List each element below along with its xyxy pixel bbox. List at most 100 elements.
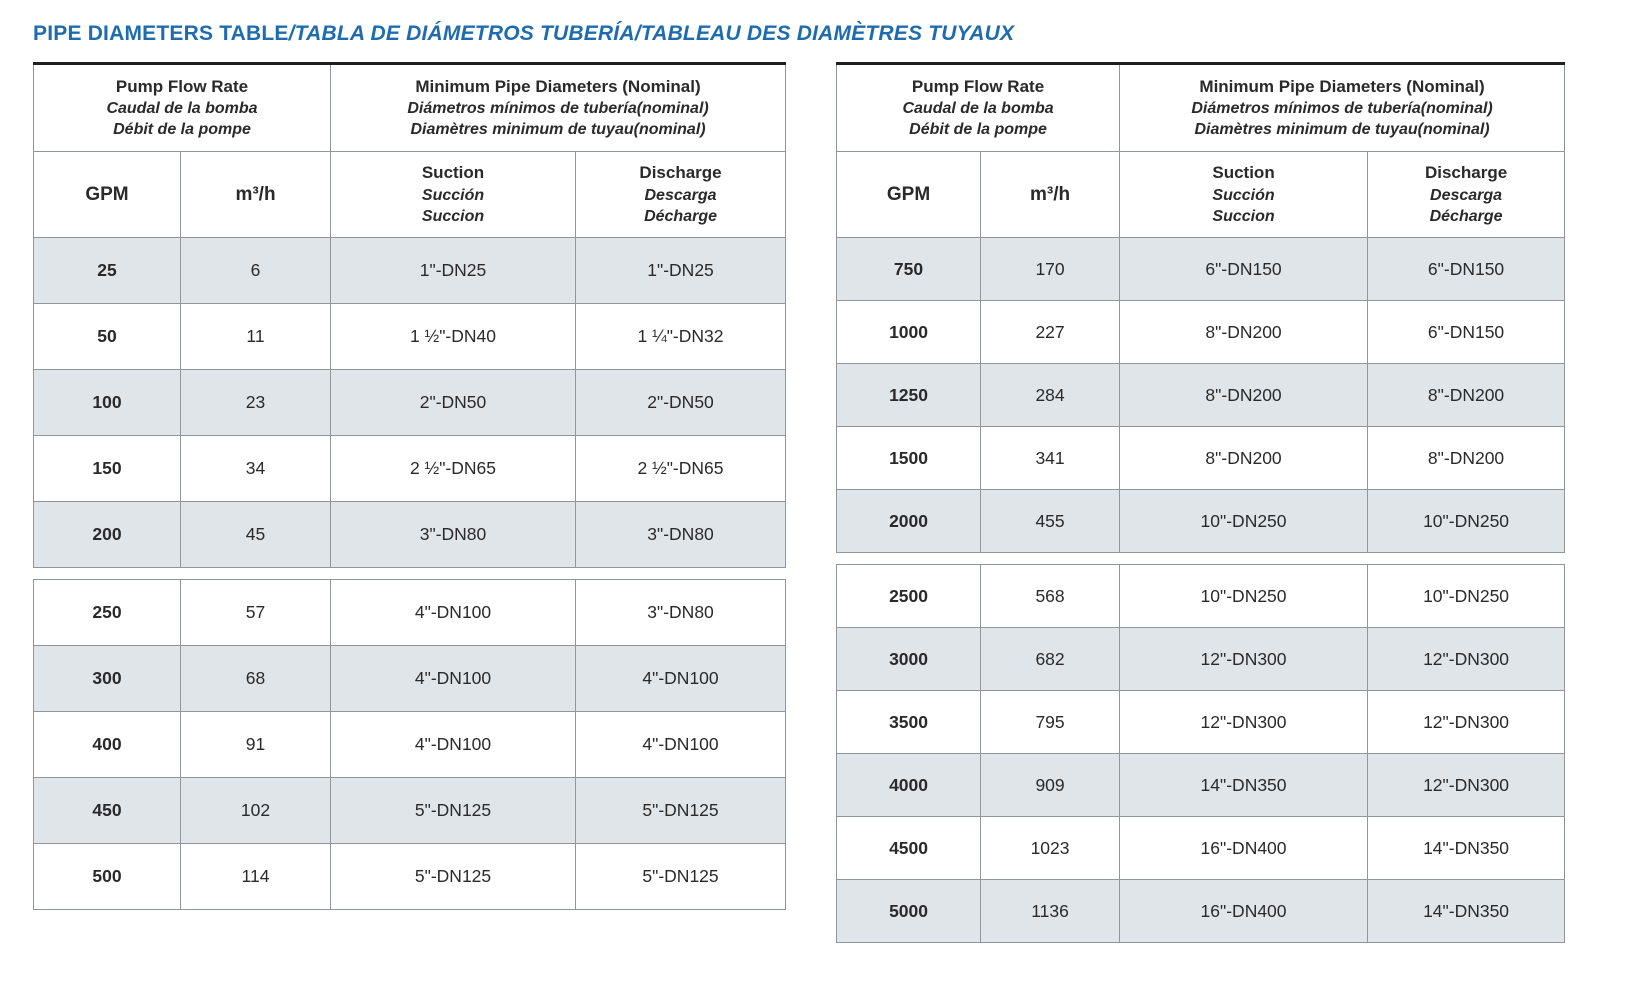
- flow-rate-label-es: Caudal de la bomba: [106, 100, 258, 118]
- min-diameters-label-es: Diámetros mínimos de tubería(nominal): [407, 100, 709, 118]
- min-diameters-group-header: Minimum Pipe Diameters (Nominal) Diámetr…: [1119, 62, 1566, 152]
- suction-label-es: Succión: [1212, 186, 1275, 204]
- gpm-cell: 25: [33, 237, 181, 304]
- m3h-cell: 11: [179, 303, 332, 370]
- gpm-column-header: GPM: [33, 151, 181, 238]
- discharge-column-header: Discharge Descarga Décharge: [575, 151, 787, 238]
- discharge-cell: 12"-DN300: [1367, 753, 1566, 817]
- section-divider: [836, 552, 1565, 565]
- suction-cell: 12"-DN300: [1119, 690, 1369, 754]
- discharge-cell: 2"-DN50: [575, 369, 787, 436]
- flow-rate-label-en: Pump Flow Rate: [115, 76, 249, 96]
- table-row: 25 6 1"-DN25 1"-DN25: [33, 237, 787, 304]
- m3h-cell: 455: [980, 489, 1121, 553]
- gpm-cell: 4000: [836, 753, 982, 817]
- discharge-label-en: Discharge: [1424, 163, 1508, 183]
- suction-cell: 1"-DN25: [330, 237, 577, 304]
- tables-container: Pump Flow Rate Caudal de la bomba Débit …: [32, 62, 1605, 943]
- pipe-diameters-table-high-flow: Pump Flow Rate Caudal de la bomba Débit …: [836, 62, 1566, 943]
- table-row: 450 102 5"-DN125 5"-DN125: [33, 777, 787, 844]
- m3h-cell: 45: [179, 501, 332, 568]
- suction-cell: 12"-DN300: [1119, 627, 1369, 691]
- min-diameters-label-en: Minimum Pipe Diameters (Nominal): [1199, 76, 1485, 96]
- m3h-column-header: m³/h: [179, 151, 332, 238]
- table-section-1: 750 170 6"-DN150 6"-DN150 1000 227 8"-DN200 6"-…: [836, 237, 1566, 553]
- discharge-cell: 5"-DN125: [575, 777, 787, 844]
- suction-label-fr: Succion: [421, 207, 485, 225]
- title-english: PIPE DIAMETERS TABLE: [33, 22, 289, 45]
- gpm-cell: 200: [33, 501, 181, 568]
- gpm-cell: 400: [33, 711, 181, 778]
- min-diameters-label-en: Minimum Pipe Diameters (Nominal): [415, 76, 701, 96]
- suction-cell: 14"-DN350: [1119, 753, 1369, 817]
- table-row: 50 11 1 ½"-DN40 1 ¼"-DN32: [33, 303, 787, 370]
- m3h-cell: 170: [980, 237, 1121, 301]
- table-row: 400 91 4"-DN100 4"-DN100: [33, 711, 787, 778]
- gpm-cell: 1000: [836, 300, 982, 364]
- table-row: 5000 1136 16"-DN400 14"-DN350: [836, 879, 1566, 943]
- table-section-1: 25 6 1"-DN25 1"-DN25 50 11 1 ½"-DN40 1 ¼"-DN32 1…: [33, 237, 787, 568]
- gpm-cell: 5000: [836, 879, 982, 943]
- m3h-cell: 795: [980, 690, 1121, 754]
- gpm-cell: 750: [836, 237, 982, 301]
- m3h-cell: 102: [179, 777, 332, 844]
- gpm-cell: 150: [33, 435, 181, 502]
- min-diameters-label-es: Diámetros mínimos de tubería(nominal): [1191, 100, 1493, 118]
- m3h-cell: 114: [179, 843, 332, 910]
- min-diameters-label-fr: Diamètres minimum de tuyau(nominal): [410, 121, 706, 139]
- suction-label-es: Succión: [421, 186, 485, 204]
- table-row: 100 23 2"-DN50 2"-DN50: [33, 369, 787, 436]
- discharge-cell: 6"-DN150: [1367, 237, 1566, 301]
- discharge-cell: 5"-DN125: [575, 843, 787, 910]
- gpm-cell: 100: [33, 369, 181, 436]
- discharge-cell: 2 ½"-DN65: [575, 435, 787, 502]
- table-section-2: 250 57 4"-DN100 3"-DN80 300 68 4"-DN100 4"-DN10…: [33, 579, 787, 910]
- suction-cell: 2"-DN50: [330, 369, 577, 436]
- section-divider: [33, 567, 786, 580]
- m3h-cell: 227: [980, 300, 1121, 364]
- table-row: 750 170 6"-DN150 6"-DN150: [836, 237, 1566, 301]
- gpm-cell: 1250: [836, 363, 982, 427]
- m3h-cell: 68: [179, 645, 332, 712]
- m3h-cell: 1023: [980, 816, 1121, 880]
- discharge-cell: 10"-DN250: [1367, 489, 1566, 553]
- suction-column-header: Suction Succión Succion: [330, 151, 577, 238]
- m3h-column-header: m³/h: [980, 151, 1121, 238]
- gpm-cell: 50: [33, 303, 181, 370]
- discharge-cell: 1 ¼"-DN32: [575, 303, 787, 370]
- gpm-cell: 1500: [836, 426, 982, 490]
- suction-cell: 5"-DN125: [330, 843, 577, 910]
- suction-cell: 4"-DN100: [330, 579, 577, 646]
- discharge-label-fr: Décharge: [644, 207, 717, 225]
- table-row: 250 57 4"-DN100 3"-DN80: [33, 579, 787, 646]
- suction-cell: 6"-DN150: [1119, 237, 1369, 301]
- suction-cell: 16"-DN400: [1119, 879, 1369, 943]
- flow-rate-group-header: Pump Flow Rate Caudal de la bomba Débit …: [32, 62, 332, 152]
- table-row: 300 68 4"-DN100 4"-DN100: [33, 645, 787, 712]
- discharge-cell: 4"-DN100: [575, 645, 787, 712]
- flow-rate-label-es: Caudal de la bomba: [902, 100, 1054, 118]
- table-row: 1500 341 8"-DN200 8"-DN200: [836, 426, 1566, 490]
- discharge-column-header: Discharge Descarga Décharge: [1367, 151, 1566, 238]
- table-header: Pump Flow Rate Caudal de la bomba Débit …: [32, 62, 787, 238]
- discharge-cell: 8"-DN200: [1367, 363, 1566, 427]
- gpm-cell: 300: [33, 645, 181, 712]
- discharge-cell: 8"-DN200: [1367, 426, 1566, 490]
- discharge-label-en: Discharge: [639, 163, 722, 183]
- m3h-cell: 57: [179, 579, 332, 646]
- gpm-cell: 3000: [836, 627, 982, 691]
- min-diameters-group-header: Minimum Pipe Diameters (Nominal) Diámetr…: [330, 62, 787, 152]
- table-section-2: 2500 568 10"-DN250 10"-DN250 3000 682 12"-DN30…: [836, 564, 1566, 943]
- suction-cell: 8"-DN200: [1119, 426, 1369, 490]
- discharge-cell: 12"-DN300: [1367, 627, 1566, 691]
- discharge-cell: 3"-DN80: [575, 501, 787, 568]
- suction-cell: 8"-DN200: [1119, 300, 1369, 364]
- suction-cell: 8"-DN200: [1119, 363, 1369, 427]
- m3h-cell: 91: [179, 711, 332, 778]
- suction-cell: 1 ½"-DN40: [330, 303, 577, 370]
- m3h-cell: 1136: [980, 879, 1121, 943]
- table-row: 200 45 3"-DN80 3"-DN80: [33, 501, 787, 568]
- gpm-column-header: GPM: [836, 151, 982, 238]
- table-row: 1000 227 8"-DN200 6"-DN150: [836, 300, 1566, 364]
